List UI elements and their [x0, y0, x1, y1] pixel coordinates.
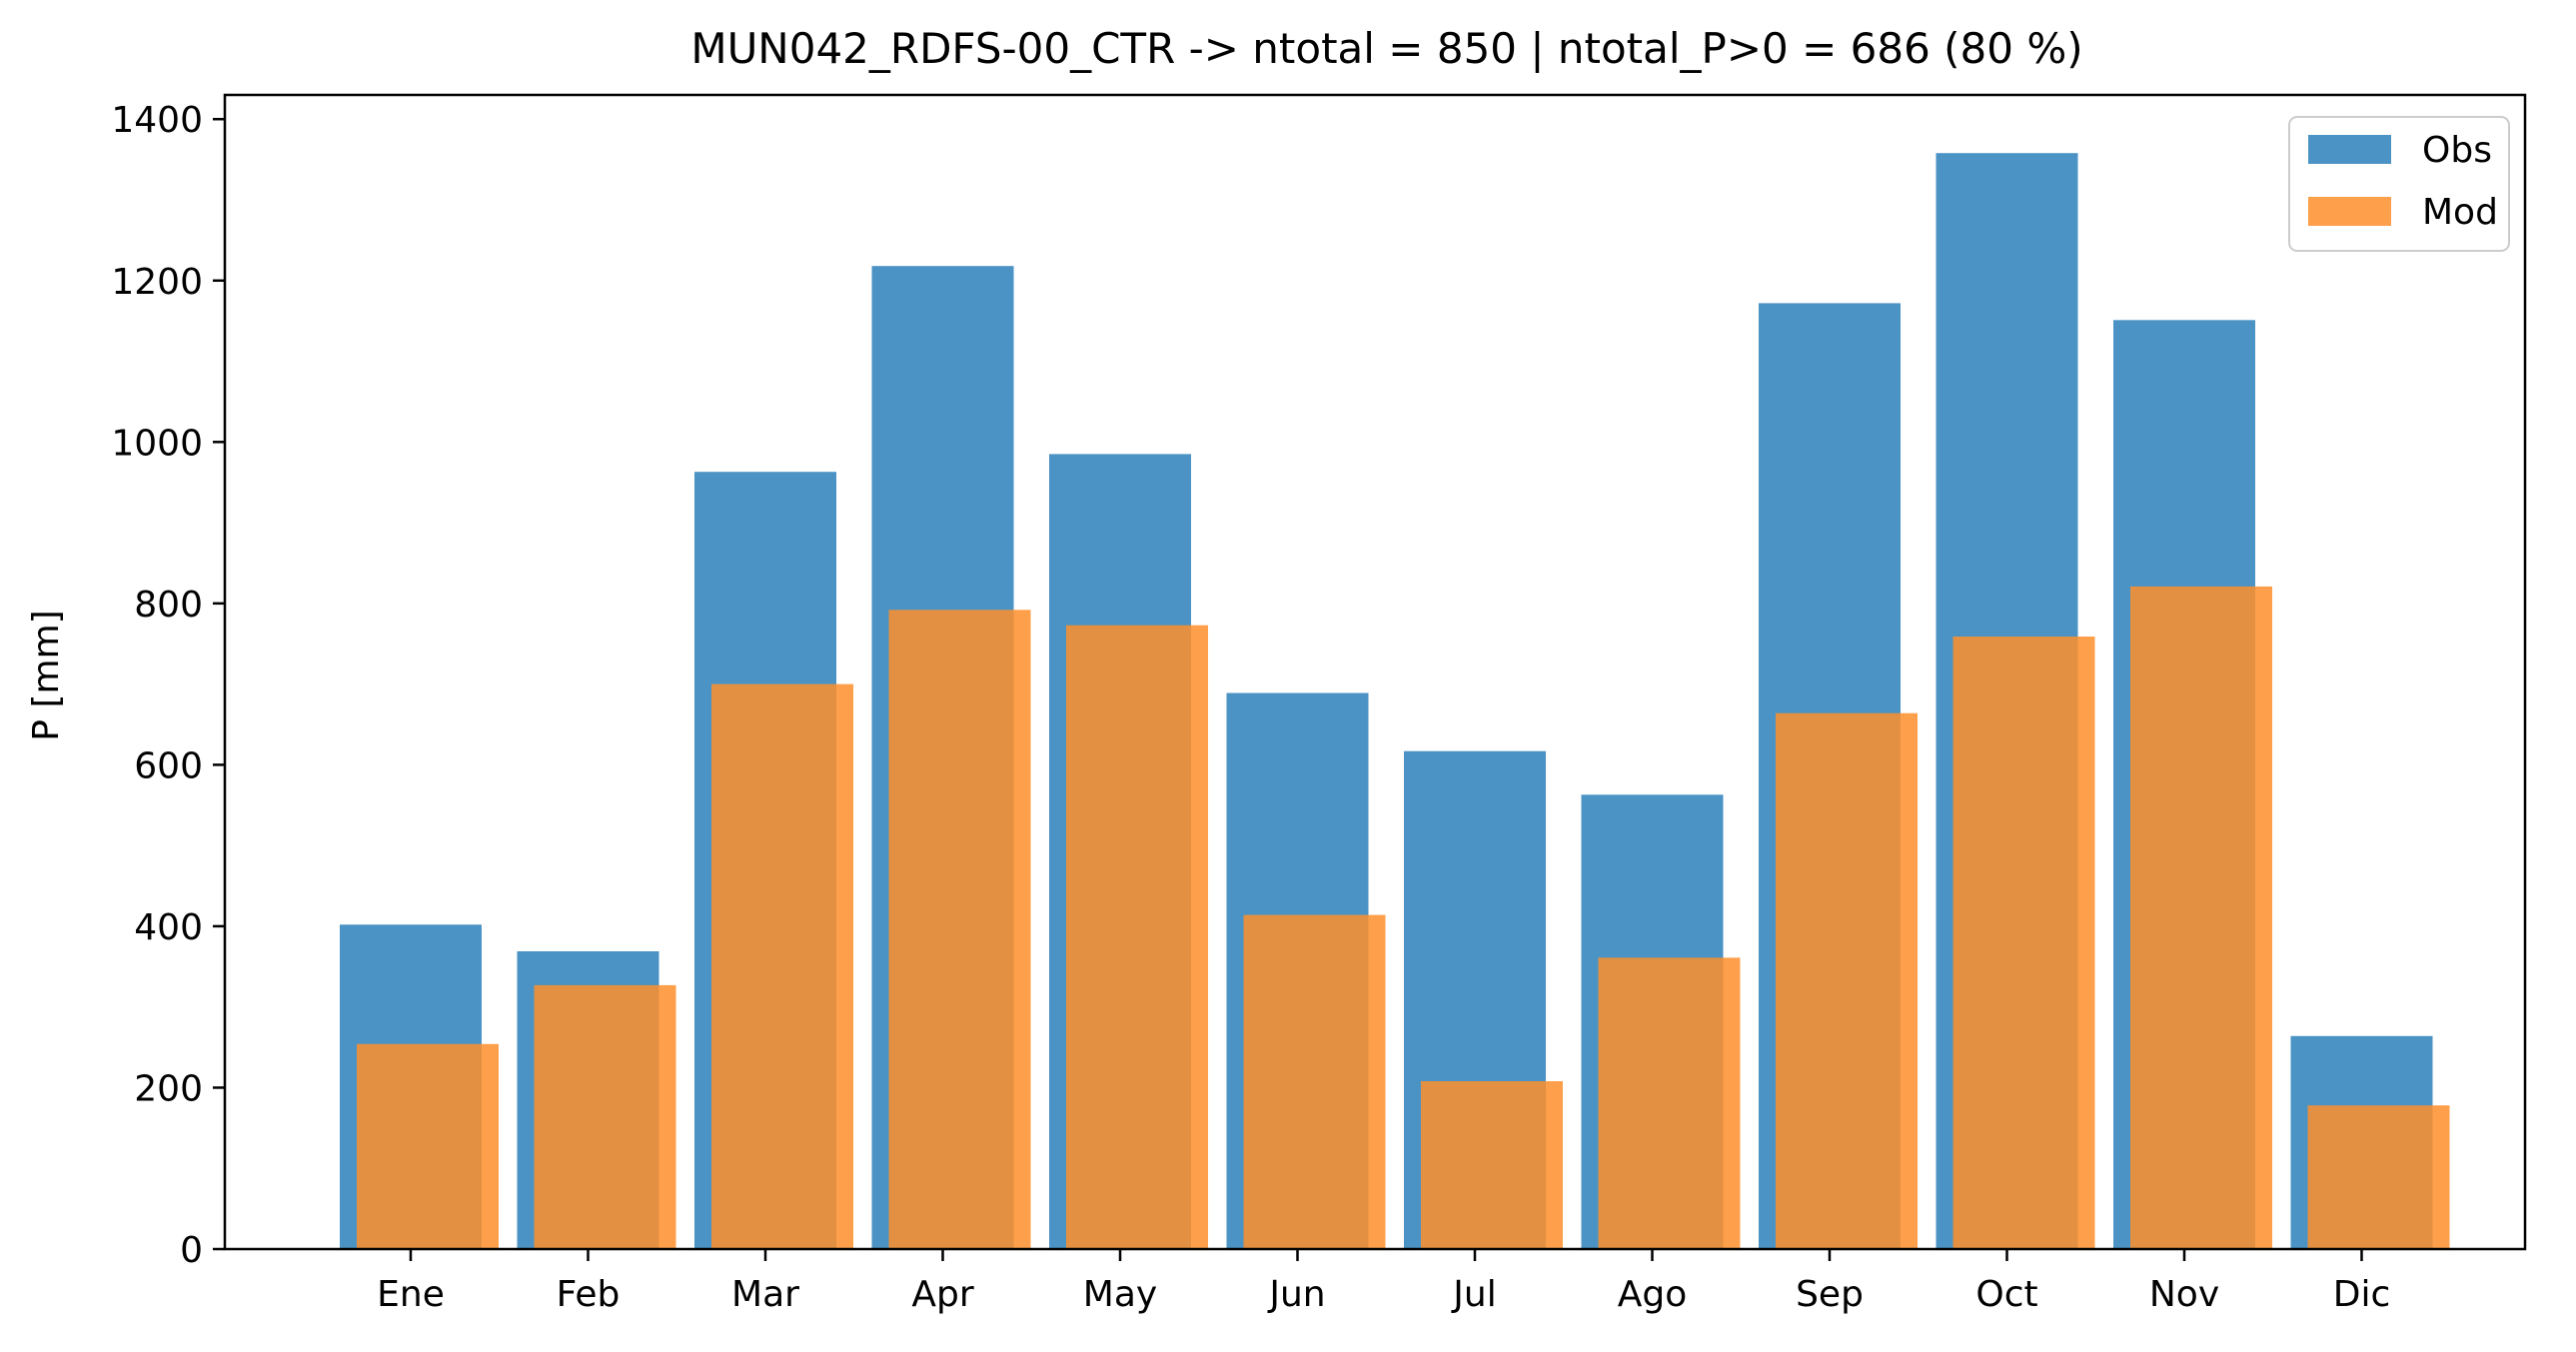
y-tick-label: 1400	[111, 100, 203, 141]
legend-swatch-obs	[2308, 135, 2391, 164]
y-tick-label: 800	[134, 585, 203, 626]
x-tick-label: Feb	[557, 1274, 621, 1315]
x-tick-label: Jun	[1267, 1274, 1325, 1315]
plot-frame	[223, 93, 2527, 1251]
x-tick-label: Oct	[1975, 1274, 2037, 1315]
bar-mod-feb	[534, 984, 676, 1249]
bar-mod-sep	[1776, 712, 1918, 1249]
y-axis-label: P [mm]	[26, 610, 67, 740]
y-tick-label: 1000	[111, 423, 203, 464]
x-tick-label: May	[1083, 1274, 1157, 1315]
x-tick-label: Jul	[1451, 1274, 1496, 1315]
bar-mod-nov	[2130, 586, 2272, 1249]
chart-title: MUN042_RDFS-00_CTR -> ntotal = 850 | nto…	[690, 24, 2082, 73]
y-tick-label: 200	[134, 1068, 203, 1109]
bar-mod-ago	[1598, 957, 1741, 1249]
legend-label-obs: Obs	[2422, 130, 2492, 171]
bars-layer	[340, 153, 2450, 1250]
y-tick-label: 400	[134, 907, 203, 948]
x-tick-label: Mar	[731, 1274, 799, 1315]
y-tick-label: 0	[180, 1230, 203, 1271]
x-axis: Ene Feb Mar Apr May Jun Jul Ago Sep Oct Nov Dic	[377, 1249, 2390, 1315]
y-axis: 0 200 400 600 800 1000 1200 1400	[111, 100, 225, 1271]
x-tick-label: Sep	[1796, 1274, 1864, 1315]
legend: Obs Mod	[2288, 116, 2510, 252]
x-tick-label: Apr	[911, 1274, 973, 1315]
y-tick-label: 600	[134, 745, 203, 786]
bar-mod-may	[1066, 625, 1208, 1249]
bar-mod-dic	[2307, 1105, 2450, 1249]
bar-mod-oct	[1952, 637, 2095, 1249]
x-tick-label: Nov	[2149, 1274, 2219, 1315]
legend-swatch-mod	[2308, 197, 2391, 226]
x-tick-label: Ene	[377, 1274, 445, 1315]
y-tick-label: 1200	[111, 262, 203, 303]
bar-mod-mar	[711, 683, 853, 1249]
legend-label-mod: Mod	[2422, 192, 2498, 233]
bar-mod-jun	[1243, 914, 1386, 1249]
bar-mod-jul	[1421, 1081, 1563, 1249]
bar-mod-ene	[357, 1043, 499, 1249]
x-tick-label: Ago	[1618, 1274, 1688, 1315]
x-tick-label: Dic	[2333, 1274, 2391, 1315]
bar-mod-apr	[888, 610, 1031, 1249]
